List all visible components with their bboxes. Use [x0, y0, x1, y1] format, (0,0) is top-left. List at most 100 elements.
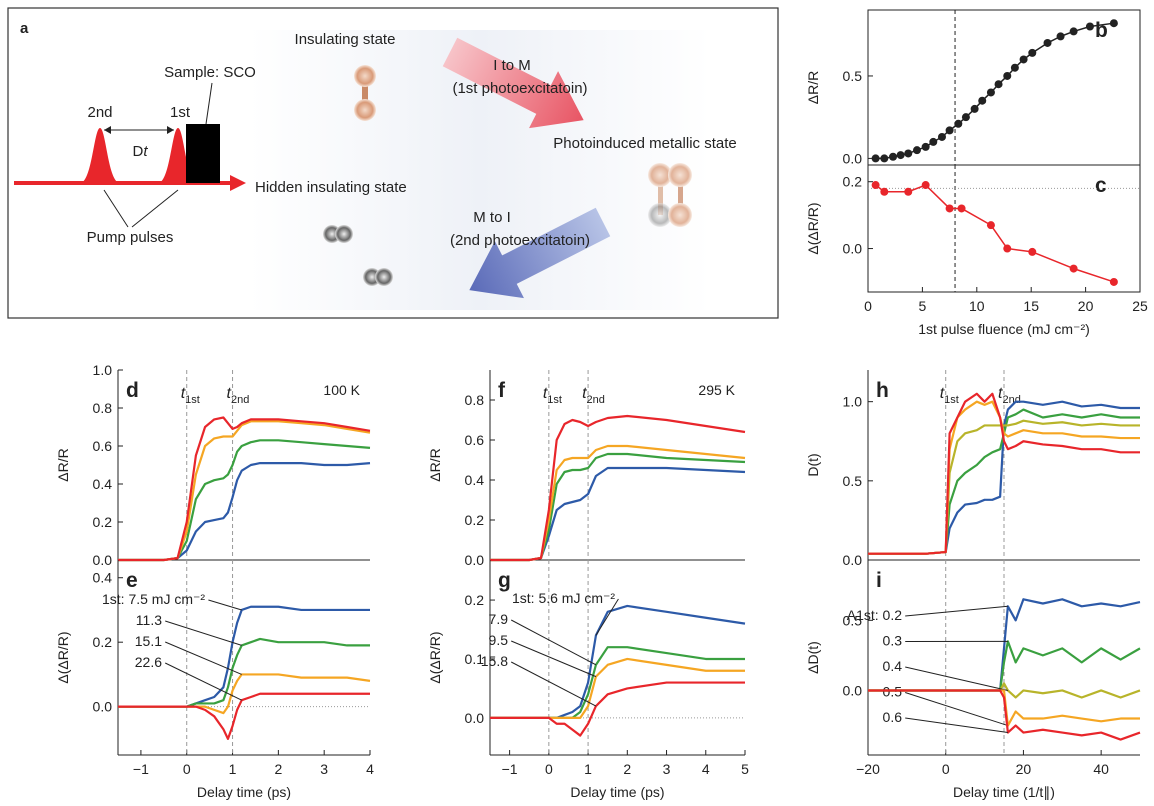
delay-main: D: [132, 143, 143, 160]
panel-label: i: [876, 569, 882, 592]
data-point: [921, 142, 930, 151]
x-tick-label: 3: [320, 761, 328, 777]
time-symbol: t: [543, 385, 548, 402]
excitation-arrow: [469, 207, 611, 299]
data-point: [1019, 55, 1028, 64]
data-point: [1069, 27, 1078, 36]
y-tick-label: 0.4: [465, 472, 485, 488]
sample-label: Sample: SCO: [164, 64, 256, 81]
series-line: [868, 689, 1141, 741]
data-point: [1010, 63, 1019, 72]
bond: [362, 76, 368, 110]
y-tick-label: 0.2: [843, 174, 863, 190]
time-subscript: 2nd: [231, 394, 249, 406]
series-line: [868, 400, 1140, 555]
series-line: [118, 462, 371, 562]
y-tick-label: 0.5: [843, 68, 863, 84]
x-tick-label: 20: [1078, 298, 1094, 314]
arrow-note: (2nd photoexcitatoin): [450, 232, 590, 249]
pump-label: Pump pulses: [87, 229, 174, 246]
data-point: [871, 154, 880, 163]
panel-label: c: [1095, 174, 1107, 197]
series-line: [118, 637, 370, 708]
y-tick-label: 0.6: [465, 432, 485, 448]
leader: [205, 82, 213, 125]
sample: [186, 124, 220, 183]
data-point: [945, 204, 954, 213]
y-tick-label: 0.2: [93, 514, 113, 530]
series-line: [868, 408, 1140, 555]
series-label: 11.3: [136, 612, 162, 628]
x-axis-label: Delay time (ps): [570, 784, 664, 800]
x-axis-label: Delay time (ps): [197, 784, 291, 800]
series-line: [490, 681, 745, 737]
x-tick-label: 0: [864, 298, 872, 314]
pulse: [80, 128, 120, 183]
arrow-note: (1st photoexcitatoin): [452, 80, 587, 97]
y-tick-label: 0.8: [465, 392, 485, 408]
leader: [103, 189, 129, 228]
panel-label: f: [498, 379, 506, 402]
panel-label: b: [1095, 19, 1108, 42]
data-point: [880, 154, 889, 163]
x-tick-label: 1: [229, 761, 237, 777]
atom: [354, 99, 376, 121]
x-tick-label: 0: [183, 761, 191, 777]
time-subscript: 1st: [547, 394, 562, 406]
y-tick-label: 0.0: [843, 150, 863, 166]
data-point: [1028, 48, 1037, 57]
series-line: [118, 692, 370, 740]
atom: [375, 268, 393, 286]
data-point: [1056, 32, 1065, 41]
leader-line: [905, 605, 1008, 617]
data-point: [1003, 244, 1012, 253]
series-label: 1st: 7.5 mJ cm⁻²: [102, 591, 205, 607]
y-tick-label: 0.0: [465, 710, 485, 726]
delay-label: Dt: [132, 143, 148, 160]
data-point: [986, 221, 995, 230]
panel-label: e: [126, 569, 138, 592]
y-tick-label: 0.4: [93, 476, 113, 492]
y-tick-label: 0.0: [843, 552, 863, 568]
leader-line: [905, 692, 1009, 727]
data-point: [889, 152, 898, 161]
data-point: [1109, 19, 1118, 28]
data-point: [929, 137, 938, 146]
data-point: [957, 204, 966, 213]
leader-line: [510, 619, 597, 666]
x-tick-label: 10: [969, 298, 985, 314]
atom: [335, 225, 353, 243]
y-axis-label: ΔR/R: [427, 448, 443, 481]
series-line: [868, 392, 1140, 555]
time-symbol: t: [582, 385, 587, 402]
series-line: [875, 22, 1114, 160]
data-point: [945, 126, 954, 135]
annotation: 100 K: [323, 382, 360, 398]
y-tick-label: 0.0: [843, 241, 863, 257]
series-line: [118, 420, 371, 562]
time-label: t2nd: [227, 385, 250, 406]
data-point: [880, 187, 889, 196]
data-point: [904, 187, 913, 196]
series-label: 0.4: [883, 658, 903, 674]
time-symbol: t: [181, 385, 186, 402]
y-axis-label: ΔR/R: [55, 448, 71, 481]
time-label: t1st: [940, 385, 959, 406]
time-subscript: 2nd: [587, 394, 605, 406]
x-tick-label: 1: [584, 761, 592, 777]
data-point: [896, 151, 905, 160]
series-line: [490, 444, 746, 562]
time-label: t1st: [543, 385, 562, 406]
series-label: 22.6: [135, 654, 162, 670]
axes-frame: [867, 164, 1141, 293]
leader-line: [165, 641, 242, 675]
x-tick-label: 4: [366, 761, 374, 777]
data-point: [912, 146, 921, 155]
y-axis-label: ΔD(t): [805, 641, 821, 674]
time-subscript: 1st: [944, 394, 959, 406]
time-label: t2nd: [998, 385, 1021, 406]
data-point: [970, 104, 979, 113]
leader-line: [595, 598, 619, 636]
y-tick-label: 0.8: [93, 400, 113, 416]
y-tick-label: 0.0: [843, 682, 863, 698]
